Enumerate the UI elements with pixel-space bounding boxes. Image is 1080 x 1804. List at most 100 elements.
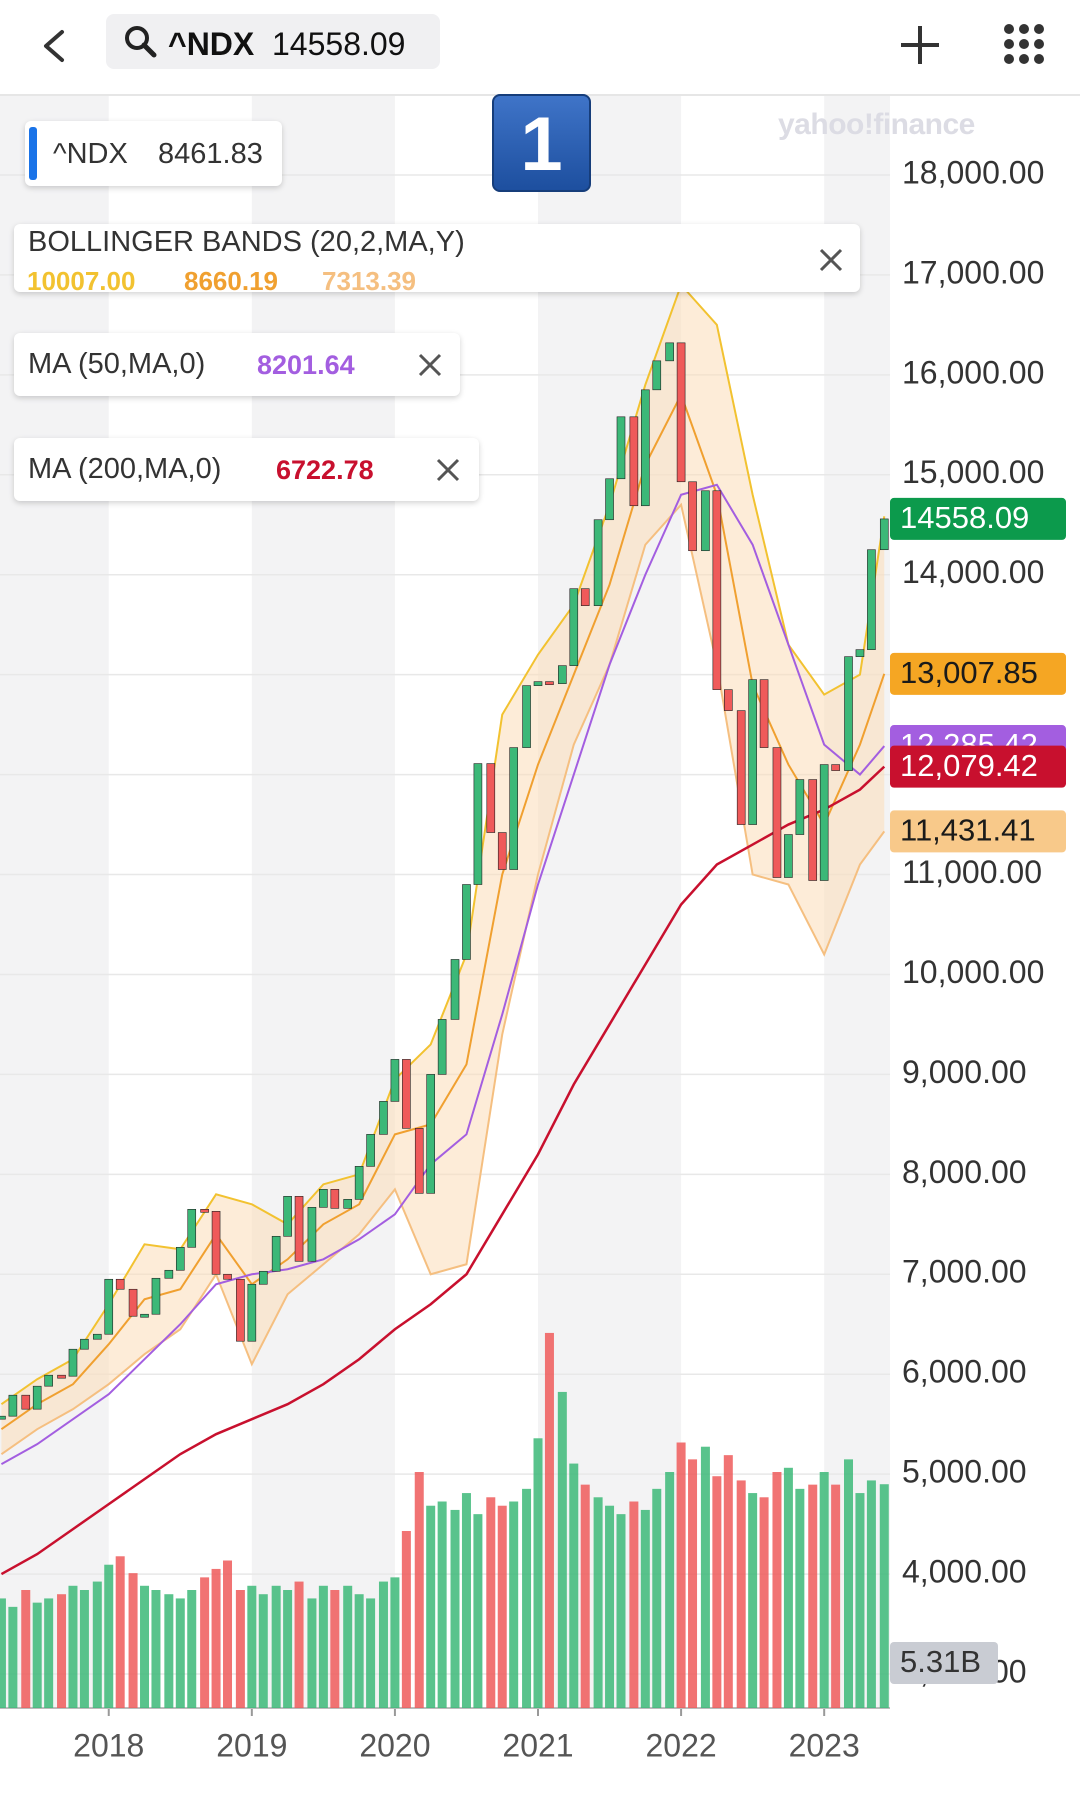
volume-bar: [175, 1598, 185, 1708]
candle: [187, 1209, 197, 1248]
ma50-chip[interactable]: MA (50,MA,0) 8201.64: [14, 333, 460, 396]
indicator-value: 7313.39: [322, 266, 416, 296]
volume-bar: [235, 1590, 245, 1708]
x-tick-label: 2019: [216, 1727, 287, 1763]
volume-bar: [580, 1484, 590, 1708]
indicator-value: 8660.19: [184, 266, 278, 296]
candle: [343, 1199, 353, 1209]
volume-bar: [509, 1501, 519, 1708]
candle: [688, 481, 697, 552]
volume-bar: [700, 1446, 710, 1708]
indicator-line: [0, 392, 886, 1430]
volume-bar: [128, 1573, 138, 1708]
candle: [748, 679, 757, 825]
candle: [390, 1059, 400, 1102]
candle: [509, 747, 518, 870]
candle: [140, 1313, 149, 1318]
volume-bar: [271, 1585, 281, 1708]
price-tag-label: 12,079.42: [900, 748, 1038, 783]
y-tick-label: 6,000.00: [902, 1354, 1027, 1390]
candle: [652, 360, 662, 391]
indicator-line: [0, 282, 886, 1406]
candle: [665, 342, 674, 362]
volume-bar: [652, 1488, 662, 1708]
y-tick-label: 17,000.00: [902, 254, 1044, 290]
volume-bar: [808, 1484, 818, 1708]
candle: [68, 1348, 78, 1377]
candle: [211, 1211, 221, 1275]
volume-bar: [307, 1598, 317, 1708]
y-tick-label: 7,000.00: [902, 1254, 1027, 1290]
x-tick-label: 2018: [73, 1727, 144, 1763]
apps-button[interactable]: [1004, 24, 1044, 64]
candle: [379, 1101, 388, 1135]
y-tick-label: 16,000.00: [902, 354, 1044, 390]
add-button[interactable]: [901, 26, 939, 64]
close-button[interactable]: [435, 457, 461, 483]
back-button[interactable]: [44, 30, 64, 62]
candle: [569, 588, 579, 666]
volume-bar: [366, 1598, 376, 1708]
ma200-chip[interactable]: MA (200,MA,0) 6722.78: [14, 438, 479, 501]
candle: [712, 490, 722, 690]
candle: [80, 1338, 89, 1350]
volume-bar: [461, 1493, 471, 1708]
candle: [200, 1209, 209, 1213]
candle: [545, 681, 554, 685]
candle: [44, 1374, 53, 1387]
indicator-line: [0, 502, 886, 1455]
candle: [402, 1059, 411, 1129]
x-tick-label: 2022: [645, 1727, 716, 1763]
candle: [151, 1277, 161, 1315]
volume-bar: [258, 1594, 268, 1708]
candle: [497, 832, 507, 870]
y-tick-label: 8,000.00: [902, 1154, 1027, 1190]
candle: [283, 1196, 292, 1237]
candle: [57, 1374, 66, 1379]
y-tick-label: 15,000.00: [902, 454, 1044, 490]
candle: [92, 1333, 102, 1340]
candle: [486, 763, 496, 833]
indicator-line: [0, 765, 886, 1576]
volume-bar: [605, 1505, 615, 1708]
search-box[interactable]: ^NDX 14558.09: [106, 14, 440, 69]
price-tag: [890, 652, 1066, 695]
close-button[interactable]: [417, 352, 443, 378]
volume-bar: [736, 1480, 746, 1708]
candle: [223, 1273, 232, 1280]
volume-bar: [629, 1501, 639, 1708]
indicator-name: MA (50,MA,0): [28, 348, 206, 380]
candle: [522, 685, 531, 748]
y-tick-label: 18,000.00: [902, 154, 1044, 190]
volume-bar: [247, 1585, 257, 1708]
candle: [115, 1278, 125, 1290]
candle: [879, 518, 889, 551]
volume-bar: [748, 1493, 758, 1708]
volume-bar: [879, 1484, 889, 1708]
close-button[interactable]: [818, 247, 844, 273]
candle: [366, 1134, 375, 1167]
volume-bar: [294, 1581, 304, 1708]
volume-bar: [401, 1531, 411, 1708]
candle: [759, 679, 769, 748]
volume-bar: [390, 1577, 400, 1708]
symbol-chip[interactable]: ^NDX 8461.83: [25, 121, 282, 186]
price-tag: [890, 497, 1066, 540]
indicator-value: 10007.00: [27, 266, 136, 296]
volume-tag: [890, 1642, 998, 1684]
volume-bar: [855, 1493, 865, 1708]
candle: [307, 1207, 317, 1262]
volume-bar: [32, 1602, 42, 1708]
candle: [175, 1246, 185, 1271]
volume-bar: [104, 1564, 114, 1708]
y-tick-label: 5,000.00: [902, 1454, 1027, 1490]
candle: [724, 689, 733, 711]
volume-bar: [569, 1463, 579, 1708]
volume-bar: [437, 1501, 447, 1708]
volume-bar: [354, 1594, 364, 1708]
candle: [258, 1270, 268, 1285]
volume-bar: [522, 1488, 532, 1708]
bollinger-chip[interactable]: BOLLINGER BANDS (20,2,MA,Y) 10007.00 866…: [14, 224, 860, 296]
candle: [867, 549, 876, 650]
